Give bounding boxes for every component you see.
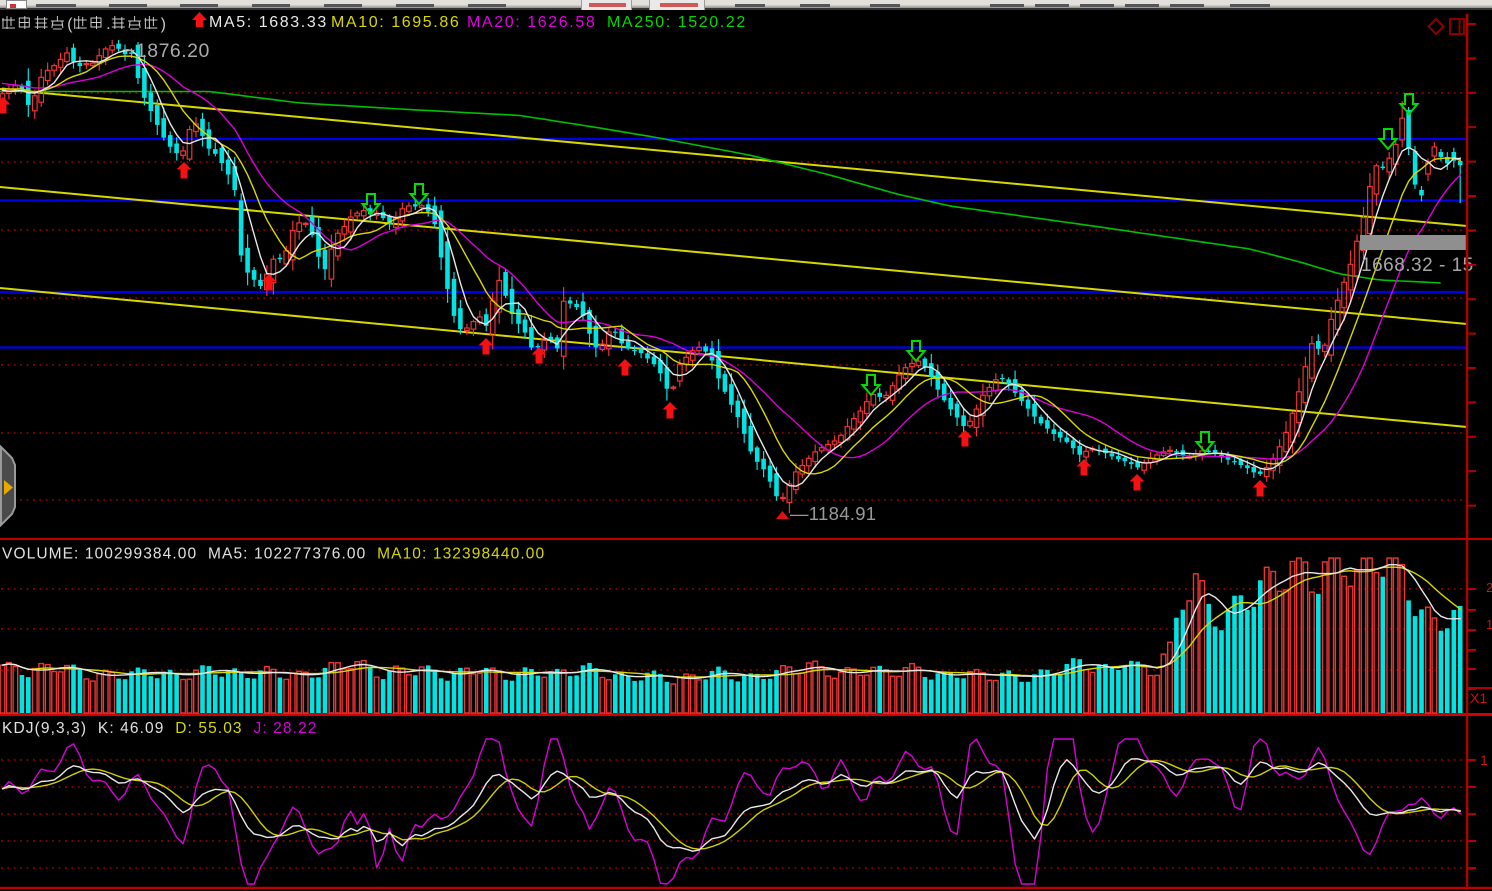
svg-text:(: ( bbox=[67, 16, 73, 33]
svg-text:MA10: 1695.86: MA10: 1695.86 bbox=[331, 14, 460, 31]
svg-text:VOLUME: 100299384.00 MA5: 102: VOLUME: 100299384.00 MA5: 102277376.00 M… bbox=[2, 546, 545, 563]
svg-text:1: 1 bbox=[1480, 752, 1488, 768]
svg-text:MA20: 1626.58: MA20: 1626.58 bbox=[467, 14, 596, 31]
svg-text:.: . bbox=[106, 16, 110, 33]
svg-text:MA5: 1683.33: MA5: 1683.33 bbox=[209, 14, 328, 31]
svg-text:1: 1 bbox=[1486, 617, 1492, 632]
svg-text:—1184.91: —1184.91 bbox=[790, 503, 876, 524]
svg-text:): ) bbox=[161, 16, 166, 33]
svg-text:MA250: 1520.22: MA250: 1520.22 bbox=[607, 14, 747, 31]
svg-text:~1876.20: ~1876.20 bbox=[124, 40, 210, 62]
svg-text:2: 2 bbox=[1486, 580, 1492, 595]
svg-text:1668.32 - 15: 1668.32 - 15 bbox=[1361, 255, 1474, 276]
svg-text:KDJ(9,3,3) K: 46.09 D: 55.03: KDJ(9,3,3) K: 46.09 D: 55.03 J: 28.22 bbox=[2, 720, 317, 737]
svg-text:X1: X1 bbox=[1470, 690, 1487, 706]
